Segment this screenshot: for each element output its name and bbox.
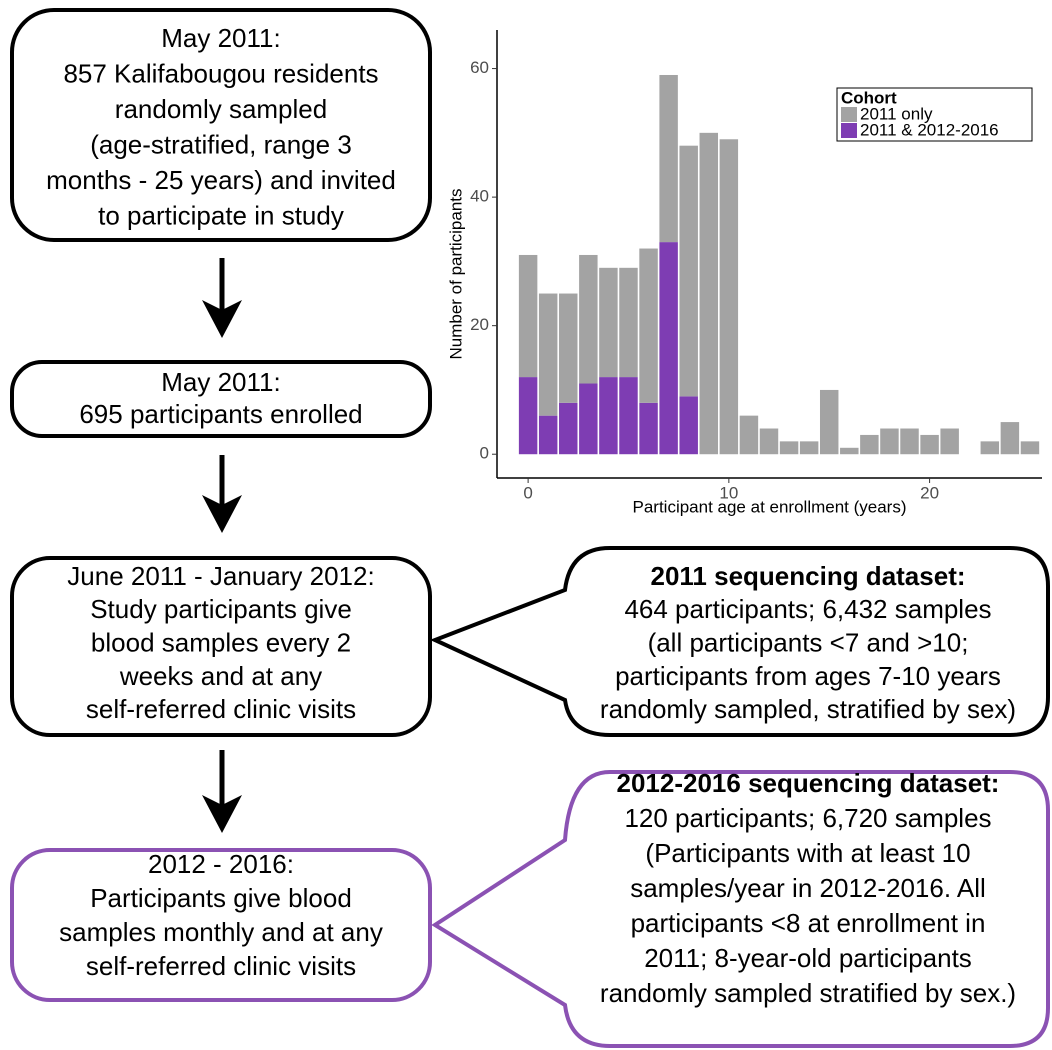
bar — [619, 377, 638, 455]
histogram: 0 20 40 60 0 10 20 Participant age at enrollmen… — [446, 30, 1042, 516]
bar — [679, 396, 698, 455]
y-axis-label: Number of participants — [446, 188, 465, 359]
box-text: May 2011: — [161, 367, 280, 397]
bar — [860, 434, 879, 455]
callout-text: 2011; 8-year-old participants — [644, 943, 972, 973]
box-text: weeks and at any — [119, 661, 322, 691]
bar — [538, 415, 558, 455]
callout-text: 120 participants; 6,720 samples — [624, 803, 991, 833]
box-text: self-referred clinic visits — [86, 951, 356, 981]
bar — [799, 441, 819, 455]
x-tick-label: 0 — [523, 483, 532, 502]
x-tick-label: 10 — [719, 483, 738, 502]
legend-swatch — [841, 123, 857, 138]
bar — [840, 447, 859, 455]
box-text: 857 Kalifabougou residents — [63, 58, 378, 88]
bar — [779, 441, 799, 455]
bar — [739, 415, 759, 455]
legend-box — [836, 87, 1033, 142]
bar — [659, 74, 678, 243]
x-axis-label: Participant age at enrollment (years) — [632, 497, 906, 516]
arrows — [202, 258, 242, 833]
callout-text: (all participants <7 and >10; — [648, 627, 969, 657]
legend-title: Cohort — [841, 88, 897, 107]
bar — [579, 383, 598, 455]
x-tick-label: 20 — [920, 483, 939, 502]
callout-text: participants <8 at enrollment in — [631, 908, 986, 938]
bar — [538, 293, 558, 416]
box-text: Participants give blood — [90, 883, 352, 913]
callout-text: samples/year in 2012-2016. All — [630, 873, 986, 903]
callout-title: 2011 sequencing dataset: — [650, 561, 965, 591]
y-tick-label: 60 — [470, 58, 489, 77]
legend-label: 2011 only — [860, 104, 933, 123]
box-text: months - 25 years) and invited — [46, 165, 396, 195]
box-text: 695 participants enrolled — [79, 399, 362, 429]
callout-text: 464 participants; 6,432 samples — [624, 594, 991, 624]
bar — [880, 428, 899, 455]
flow-box — [10, 8, 432, 242]
bar — [980, 441, 1000, 455]
box-text: samples monthly and at any — [59, 917, 383, 947]
bar — [759, 428, 779, 455]
bar — [940, 428, 959, 455]
box-text: randomly sampled — [115, 94, 327, 124]
bar — [900, 428, 919, 455]
callout-text: randomly sampled stratified by sex.) — [600, 978, 1016, 1008]
box-text: (age-stratified, range 3 — [90, 129, 352, 159]
legend-label: 2011 & 2012-2016 — [860, 120, 999, 139]
bar — [719, 139, 739, 455]
box-text: 2012 - 2016: — [148, 849, 294, 879]
bar — [920, 434, 939, 455]
y-tick-label: 40 — [470, 187, 489, 206]
callout-text: participants from ages 7-10 years — [615, 661, 1001, 691]
flow-box — [10, 848, 432, 1002]
box-text: to participate in study — [98, 200, 344, 230]
bar — [699, 132, 719, 455]
callout-title: 2012-2016 sequencing dataset: — [617, 768, 1000, 798]
bar — [619, 267, 638, 378]
bar — [599, 377, 618, 455]
bar — [679, 145, 698, 397]
callout-text: randomly sampled, stratified by sex) — [600, 694, 1016, 724]
bar — [559, 293, 578, 403]
box-text: June 2011 - January 2012: — [67, 561, 374, 591]
flow-box — [10, 556, 432, 737]
bar — [819, 389, 839, 455]
bar — [639, 402, 658, 455]
box-text: Study participants give — [90, 594, 352, 624]
box-text: blood samples every 2 — [91, 627, 351, 657]
box-text: May 2011: — [161, 23, 280, 53]
box-text: self-referred clinic visits — [86, 694, 356, 724]
bar — [639, 248, 658, 403]
flow-box — [10, 360, 432, 438]
bar — [518, 254, 538, 378]
callout-text: (Participants with at least 10 — [645, 838, 970, 868]
legend-swatch — [841, 107, 857, 122]
bar — [518, 377, 538, 455]
bar — [579, 254, 598, 384]
bar — [659, 242, 678, 455]
bar — [599, 267, 618, 378]
callout — [431, 770, 1050, 1048]
bar — [1020, 441, 1040, 455]
bar — [1000, 422, 1020, 455]
bar — [559, 402, 578, 455]
callout — [429, 546, 1050, 737]
y-tick-label: 20 — [470, 315, 489, 334]
y-tick-label: 0 — [480, 444, 489, 463]
